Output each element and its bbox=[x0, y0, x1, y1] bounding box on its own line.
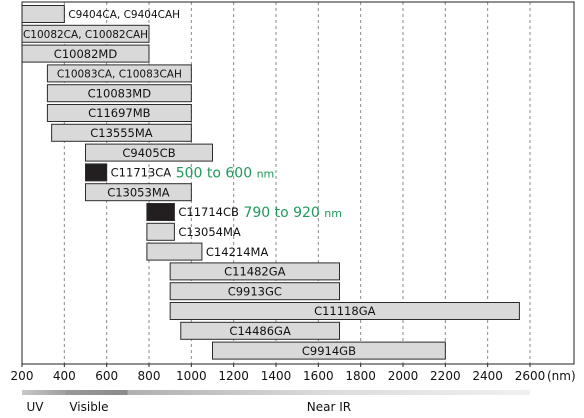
range-bar bbox=[46, 64, 192, 83]
range-bar bbox=[85, 183, 192, 202]
range-bar-label: C11697MB bbox=[88, 106, 151, 120]
range-bar bbox=[169, 302, 520, 320]
range-bar bbox=[85, 163, 108, 182]
spectral-band-bar bbox=[22, 390, 65, 395]
range-bar bbox=[146, 203, 175, 221]
range-bar-label: C9404CA, C9404CAH bbox=[68, 9, 180, 21]
x-tick-label: 2200 bbox=[430, 369, 461, 383]
range-bar bbox=[180, 321, 340, 340]
range-bar-label: C11714CB bbox=[178, 205, 239, 219]
plot-frame bbox=[21, 1, 575, 365]
x-tick-label: 1200 bbox=[218, 369, 249, 383]
range-bar bbox=[169, 282, 340, 301]
x-tick-label: 1000 bbox=[176, 369, 207, 383]
x-axis: 200 400 600 800 1000 1200 1400 1600 1800 2000 2200… bbox=[11, 364, 546, 383]
range-bar-label: C10083MD bbox=[88, 86, 152, 100]
x-tick-label: 1600 bbox=[303, 369, 334, 383]
range-bar-label: C13053MA bbox=[107, 185, 170, 199]
x-tick-label: 600 bbox=[95, 369, 118, 383]
range-bar bbox=[212, 341, 446, 360]
range-bar-label: C9914GB bbox=[302, 344, 356, 358]
spectral-band-strip: UV Visible Near IR bbox=[22, 390, 530, 414]
x-tick-label: 400 bbox=[53, 369, 76, 383]
range-bar bbox=[146, 242, 203, 261]
range-bar-label: C10082MD bbox=[54, 47, 118, 61]
x-tick-label: 1400 bbox=[261, 369, 292, 383]
range-bar-label: C13054MA bbox=[178, 225, 241, 239]
spectral-band-label: Near IR bbox=[307, 400, 351, 414]
range-bar bbox=[85, 143, 213, 162]
x-tick-label: 2600 bbox=[515, 369, 546, 383]
spectral-band-label: UV bbox=[27, 400, 45, 414]
range-bar-label: C14214MA bbox=[206, 245, 269, 259]
x-tick-label: 1800 bbox=[345, 369, 376, 383]
range-bar-label: C9405CB bbox=[122, 146, 175, 160]
spectral-band-bar bbox=[127, 390, 530, 395]
spectral-band-label: Visible bbox=[69, 400, 108, 414]
x-tick-label: 200 bbox=[11, 369, 34, 383]
range-bar bbox=[146, 222, 175, 241]
range-bar bbox=[46, 84, 192, 103]
bars-layer: C9404CA, C9404CAH C10082CA, C10082CAH C100… bbox=[21, 5, 520, 360]
range-bar-label: C14486GA bbox=[229, 324, 291, 338]
x-tick-label: 2000 bbox=[388, 369, 419, 383]
range-bar-label: C9913GC bbox=[228, 284, 282, 298]
range-bar-label: C13555MA bbox=[90, 126, 153, 140]
range-bar-label: C10082CA, C10082CAH bbox=[23, 29, 148, 41]
range-bar-label: C11482GA bbox=[224, 265, 286, 279]
spectral-band-bar bbox=[64, 390, 128, 395]
range-bar-label: C10083CA, C10083CAH bbox=[57, 69, 182, 81]
range-bar bbox=[169, 262, 340, 281]
range-annotation: 790 to 920 nm bbox=[243, 205, 342, 221]
x-tick-label: 800 bbox=[138, 369, 161, 383]
range-bar bbox=[21, 5, 65, 23]
range-bar-label: C11118GA bbox=[314, 304, 376, 318]
range-bar bbox=[51, 123, 192, 142]
range-annotation: 500 to 600 nm bbox=[176, 165, 275, 181]
range-bar-label: C11713CA bbox=[111, 166, 172, 180]
x-axis-unit-label: (nm) bbox=[547, 369, 576, 383]
range-bar bbox=[46, 104, 192, 122]
x-tick-label: 2400 bbox=[472, 369, 503, 383]
